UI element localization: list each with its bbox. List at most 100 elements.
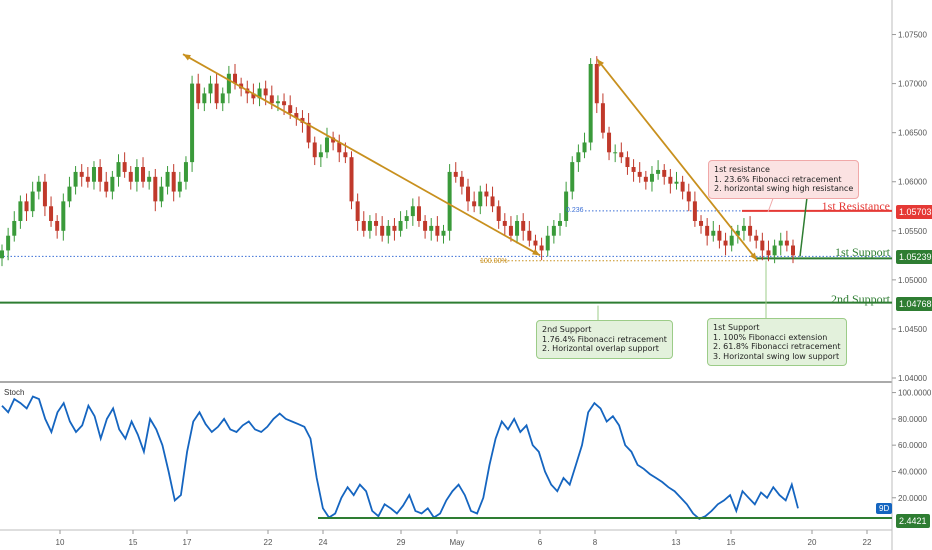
candle-body	[337, 142, 342, 153]
candle-body	[300, 117, 305, 123]
candle-body	[656, 169, 661, 174]
candle-body	[324, 137, 329, 153]
candle-body	[79, 171, 84, 177]
fib-236-label: 0.236	[566, 207, 584, 214]
candle-body	[288, 105, 293, 114]
candle-body	[349, 157, 354, 202]
candle-body	[772, 245, 777, 256]
candle-body	[459, 176, 464, 187]
fib-arrow-line	[596, 58, 758, 261]
candle-body	[729, 235, 734, 246]
candle-body	[564, 191, 569, 221]
candle-body	[98, 167, 103, 182]
candle-body	[294, 113, 299, 118]
candle-body	[165, 171, 170, 187]
candle-body	[141, 167, 146, 182]
candle-body	[404, 216, 409, 221]
support1-note-line: 1. 100% Fibonacci extension	[713, 332, 828, 342]
candle-body	[484, 191, 489, 197]
candle-body	[12, 220, 17, 236]
resistance-note: 1st resistance 1. 23.6% Fibonacci retrac…	[708, 160, 860, 199]
resistance-note-line: 2. horizontal swing high resistance	[714, 184, 854, 193]
candle-body	[748, 225, 753, 236]
candle-body	[355, 201, 360, 221]
candle-body	[557, 220, 562, 226]
time-tick-label: 15	[727, 538, 736, 547]
fib-arrow-line	[182, 53, 541, 257]
fib-100-label: 100.00%	[480, 258, 508, 265]
first-support-label: 1st Support	[834, 245, 890, 259]
candle-body	[171, 171, 176, 192]
candle-body	[754, 235, 759, 241]
price-tick-label: 1.04500	[898, 325, 927, 334]
support1-note: 1st Support 1. 100% Fibonacci extension …	[707, 318, 847, 366]
second-support-label: 2nd Support	[830, 292, 890, 306]
candle-body	[533, 240, 538, 246]
stoch-line	[1, 395, 799, 520]
candlestick-series	[0, 56, 795, 267]
price-tick-label: 1.06000	[898, 178, 927, 187]
time-tick-label: 8	[593, 538, 598, 547]
support2-note-line: 2nd Support	[542, 325, 592, 334]
time-tick-label: 24	[319, 538, 328, 547]
candle-body	[784, 240, 789, 246]
resistance-price-tag: 1.05703	[896, 205, 932, 219]
candle-body	[67, 186, 72, 202]
candle-body	[318, 152, 323, 158]
candle-body	[668, 176, 673, 184]
candle-body	[760, 240, 765, 251]
candle-body	[680, 181, 685, 192]
candle-body	[0, 250, 4, 259]
resistance-note-line: 1st resistance	[714, 165, 770, 174]
candle-body	[527, 230, 532, 241]
candle-body	[576, 152, 581, 163]
candle-body	[705, 225, 710, 236]
stoch-tick-label: 40.0000	[898, 467, 927, 476]
candle-body	[263, 88, 268, 96]
candle-body	[625, 157, 630, 168]
candle-body	[104, 181, 109, 192]
candle-body	[128, 171, 133, 182]
fibonacci-arrows	[182, 53, 758, 261]
candle-body	[416, 206, 421, 221]
candle-body	[453, 171, 458, 177]
support1-price-tag: 1.05239	[896, 250, 932, 264]
time-tick-label: 6	[538, 538, 543, 547]
candle-body	[214, 83, 219, 104]
price-tick-label: 1.04000	[898, 374, 927, 383]
candle-body	[306, 122, 311, 143]
bounce-arrow	[799, 188, 809, 257]
candle-body	[423, 220, 428, 231]
candle-body	[619, 152, 624, 158]
support2-note-line: 1.76.4% Fibonacci retracement	[542, 334, 667, 344]
stoch-value-tag: 2.4421	[896, 514, 930, 528]
candle-body	[466, 186, 471, 202]
candle-body	[515, 220, 520, 236]
candle-body	[791, 245, 795, 256]
candle-body	[410, 206, 415, 217]
fib-arrow-head	[597, 59, 605, 67]
candle-body	[91, 167, 96, 182]
candle-body	[257, 88, 262, 99]
time-axis-ticks: 10 15 17 22 24 29 May 6 8 13 15 20 22	[56, 530, 872, 547]
candle-body	[741, 225, 746, 231]
support1-note-line: 1st Support	[713, 323, 760, 332]
candle-body	[6, 235, 11, 251]
candle-body	[778, 240, 783, 246]
candle-body	[282, 101, 287, 106]
candle-body	[496, 206, 501, 221]
support1-note-line: 2. 61.8% Fibonacci retracement	[713, 342, 841, 351]
candle-body	[110, 176, 115, 192]
timeframe-badge: 9D	[876, 503, 893, 514]
fib-arrow-head	[532, 249, 540, 256]
time-tick-label: 13	[672, 538, 681, 547]
candle-body	[177, 181, 182, 192]
candle-body	[717, 230, 722, 241]
candle-body	[183, 162, 188, 182]
support2-price-tag: 1.04768	[896, 297, 932, 311]
candle-body	[61, 201, 66, 231]
candle-body	[502, 220, 507, 226]
candle-body	[582, 142, 587, 153]
candle-body	[441, 230, 446, 236]
